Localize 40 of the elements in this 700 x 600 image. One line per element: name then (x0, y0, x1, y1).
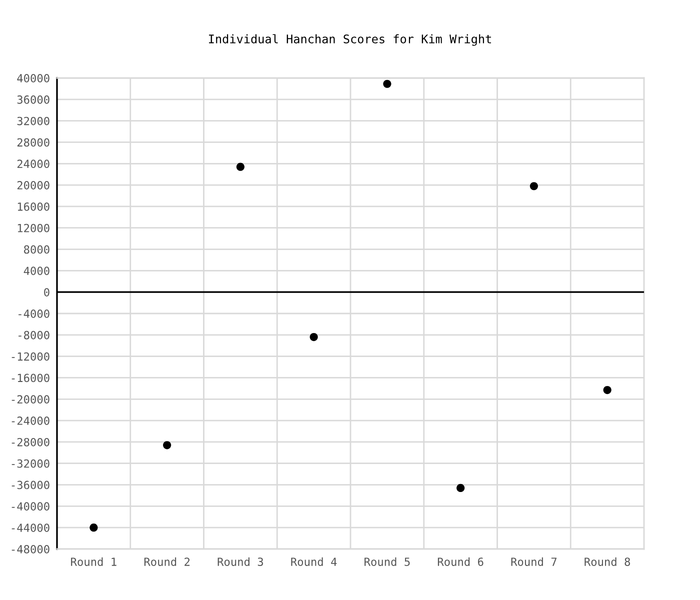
x-tick-label: Round 1 (71, 557, 116, 566)
point (603, 386, 612, 394)
y-tick-label: -12000 (12, 352, 50, 361)
y-tick-label: 32000 (17, 116, 50, 126)
point (236, 162, 244, 171)
y-tick-label: 24000 (17, 160, 50, 168)
y-tick-label: -32000 (12, 459, 50, 468)
y-tick-label: -24000 (12, 416, 50, 425)
y-tick-label: -48000 (12, 545, 50, 554)
point (90, 524, 98, 532)
y-tick-label: 8000 (24, 245, 50, 254)
y-tick-label: -4000 (18, 310, 50, 318)
point (383, 80, 392, 88)
y-tick-label: -40000 (12, 502, 50, 511)
y-tick-label: -16000 (12, 374, 50, 382)
point (310, 333, 318, 342)
x-tick-label: Round 4 (291, 557, 337, 566)
y-tick-label: 28000 (17, 138, 50, 147)
y-tick-label: -44000 (12, 524, 50, 532)
x-tick-label: Round 8 (584, 557, 630, 566)
y-tick-label: 36000 (17, 95, 50, 104)
y-tick-label: -8000 (18, 330, 50, 340)
point (456, 484, 465, 492)
chart-title: Individual Hanchan Scores for Kim Wright (209, 34, 491, 46)
x-tick-label: Round 3 (218, 557, 264, 566)
y-tick-label: -20000 (12, 395, 50, 404)
y-tick-label: 0 (44, 288, 50, 296)
y-tick-label: -36000 (12, 480, 50, 490)
point (163, 441, 172, 450)
y-tick-label: 12000 (18, 224, 50, 232)
x-tick-label: Round 2 (144, 557, 190, 566)
y-tick-label: 20000 (17, 181, 50, 190)
x-tick-label: Round 7 (511, 557, 557, 566)
x-tick-label: Round 5 (364, 557, 410, 566)
y-tick-label: 40000 (17, 74, 50, 82)
y-tick-label: 16000 (18, 202, 50, 211)
point (530, 182, 538, 190)
x-tick-label: Round 6 (438, 557, 484, 566)
y-tick-label: 4000 (24, 266, 50, 276)
y-tick-label: -28000 (12, 438, 50, 446)
